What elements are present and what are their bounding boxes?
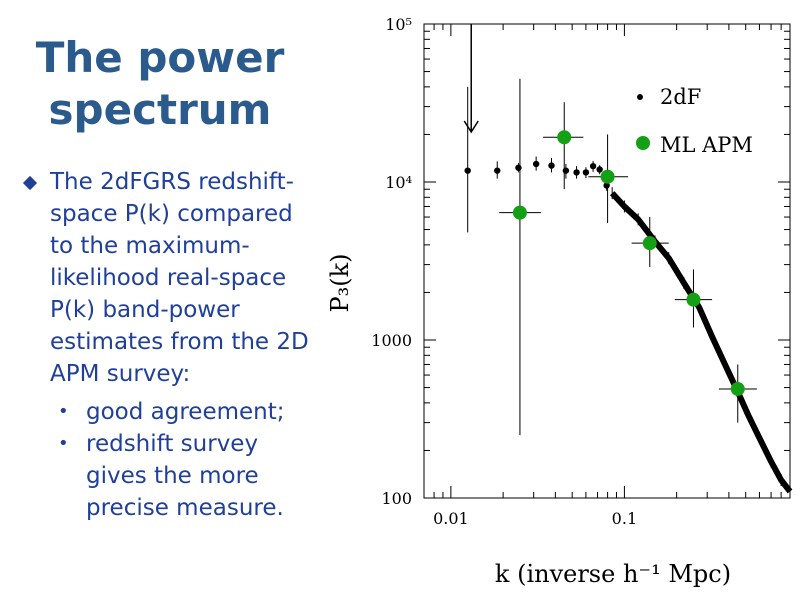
tick-labels: 0.01 0.1 100 1000 10⁴ 10⁵ [371, 15, 637, 528]
twodf-point [515, 164, 522, 171]
apm-point [730, 381, 745, 396]
title-line-2: spectrum [48, 85, 272, 134]
main-bullet: The 2dFGRS redshift-space P(k) compared … [22, 166, 312, 390]
y-tick-label: 10⁴ [385, 173, 412, 192]
title-line-1: The power [35, 33, 285, 82]
apm-point [557, 130, 572, 145]
legend-2df-label: 2dF [660, 85, 701, 109]
legend-apm-marker [636, 136, 650, 150]
sub-bullet: • good agreement; [22, 396, 312, 428]
legend-apm-label: ML APM [660, 133, 753, 157]
twodf-point [494, 167, 501, 174]
twodf-continuous-series [609, 187, 793, 498]
x-tick-label: 0.1 [612, 509, 637, 528]
y-tick-label: 100 [381, 489, 412, 508]
x-tick-label: 0.01 [433, 509, 469, 528]
sub-bullet-text: redshift survey gives the more precise m… [86, 431, 284, 521]
arrow-head [463, 120, 479, 134]
twodf-point [573, 169, 580, 176]
slide-title: The power spectrum [20, 32, 300, 136]
sub-bullet: • redshift survey gives the more precise… [22, 428, 312, 524]
twodf-point [596, 166, 603, 173]
sub-bullet-list: • good agreement; • redshift survey give… [22, 396, 312, 524]
sub-bullet-text: good agreement; [86, 399, 285, 425]
main-bullet-text: The 2dFGRS redshift-space P(k) compared … [50, 169, 309, 387]
twodf-points [464, 160, 610, 189]
twodf-point [582, 169, 590, 176]
plot-frame [423, 23, 791, 499]
twodf-point [464, 167, 471, 174]
apm-point [686, 292, 701, 307]
apm-point [512, 205, 527, 220]
twodf-point [548, 162, 555, 169]
y-axis-label: P₃(k) [326, 253, 354, 312]
upper-limit-arrow [463, 24, 479, 134]
twodf-point [589, 162, 597, 170]
y-tick-label: 10⁵ [385, 15, 412, 34]
dot-bullet-icon: • [58, 401, 69, 422]
twodf-continuous-line [609, 191, 793, 494]
twodf-point [562, 167, 570, 174]
axis-ticks [423, 23, 791, 499]
apm-point [600, 169, 615, 184]
twodf-error-bars [467, 86, 608, 233]
apm-point [642, 236, 657, 251]
twodf-point [603, 182, 610, 189]
bullet-list: The 2dFGRS redshift-space P(k) compared … [22, 166, 312, 524]
y-tick-label: 1000 [371, 331, 412, 350]
apm-points [512, 130, 745, 396]
dot-bullet-icon: • [58, 433, 69, 454]
twodf-point [532, 160, 540, 168]
legend-2df-marker [637, 94, 643, 100]
x-axis-label: k (inverse h⁻¹ Mpc) [495, 560, 731, 588]
legend: 2dF ML APM [636, 85, 753, 157]
